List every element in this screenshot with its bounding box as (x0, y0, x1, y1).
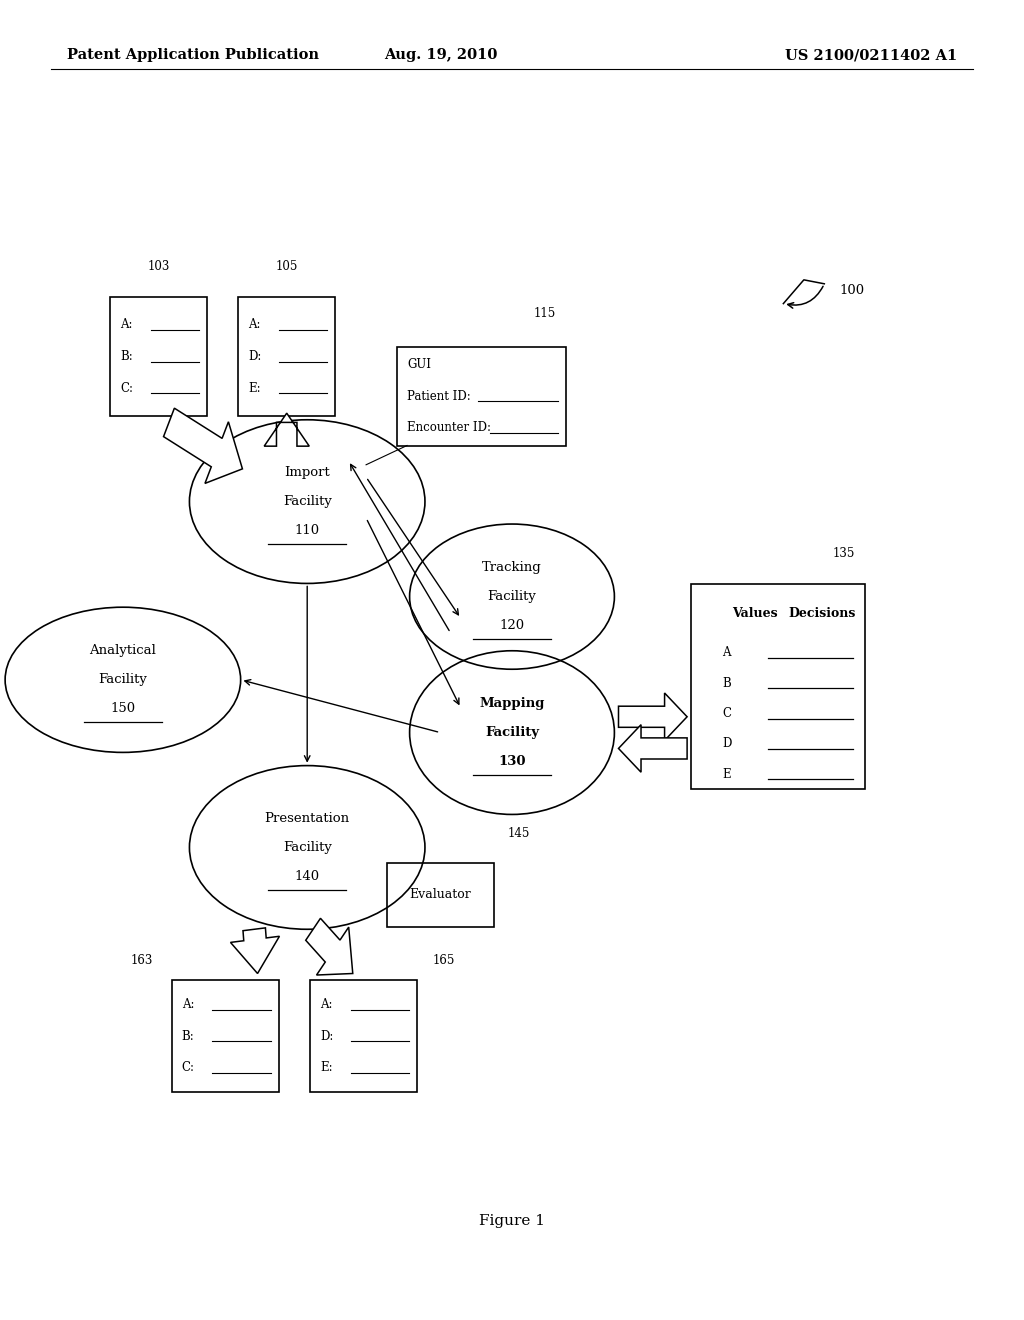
Text: 140: 140 (295, 870, 319, 883)
Text: A:: A: (249, 318, 261, 331)
Text: Figure 1: Figure 1 (479, 1214, 545, 1228)
Text: Patent Application Publication: Patent Application Publication (67, 49, 318, 62)
Text: D:: D: (319, 1030, 334, 1043)
Text: B: B (722, 677, 731, 689)
Text: 135: 135 (833, 548, 855, 560)
Text: A: A (722, 647, 730, 659)
Text: Import: Import (285, 466, 330, 479)
Text: 130: 130 (499, 755, 525, 768)
Text: US 2100/0211402 A1: US 2100/0211402 A1 (785, 49, 957, 62)
Text: Mapping: Mapping (479, 697, 545, 710)
Text: 110: 110 (295, 524, 319, 537)
Text: B:: B: (182, 1030, 195, 1043)
Text: E:: E: (319, 1061, 333, 1074)
Text: 150: 150 (111, 702, 135, 715)
Text: 145: 145 (508, 826, 530, 840)
Polygon shape (306, 919, 352, 975)
Polygon shape (164, 408, 243, 483)
Text: Values: Values (732, 607, 778, 619)
Text: C:: C: (182, 1061, 195, 1074)
Text: Facility: Facility (485, 726, 539, 739)
Text: Patient ID:: Patient ID: (407, 389, 471, 403)
Text: 115: 115 (534, 308, 555, 321)
Text: A:: A: (182, 998, 195, 1011)
Text: C: C (722, 708, 731, 719)
Text: Facility: Facility (283, 841, 332, 854)
Polygon shape (618, 725, 687, 772)
Text: Tracking: Tracking (482, 561, 542, 574)
Text: A:: A: (121, 318, 133, 331)
Polygon shape (264, 413, 309, 446)
Text: 163: 163 (131, 954, 154, 966)
Text: 120: 120 (500, 619, 524, 632)
Text: 100: 100 (840, 284, 865, 297)
Text: D: D (722, 738, 731, 750)
Text: Analytical: Analytical (89, 644, 157, 657)
Text: D:: D: (249, 350, 262, 363)
Text: GUI: GUI (407, 358, 431, 371)
Text: Facility: Facility (487, 590, 537, 603)
Text: Facility: Facility (98, 673, 147, 686)
Text: Facility: Facility (283, 495, 332, 508)
Text: 105: 105 (275, 260, 298, 273)
Text: 165: 165 (432, 954, 455, 966)
Text: Evaluator: Evaluator (410, 888, 471, 902)
Text: C:: C: (121, 381, 133, 395)
Text: Presentation: Presentation (264, 812, 350, 825)
Text: E:: E: (249, 381, 261, 395)
Text: Encounter ID:: Encounter ID: (407, 421, 492, 434)
Text: E: E (722, 768, 730, 780)
Text: A:: A: (319, 998, 333, 1011)
Text: Decisions: Decisions (788, 607, 856, 619)
Text: Aug. 19, 2010: Aug. 19, 2010 (384, 49, 497, 62)
Polygon shape (618, 693, 687, 741)
Polygon shape (230, 928, 280, 974)
Text: 103: 103 (147, 260, 170, 273)
Text: B:: B: (121, 350, 133, 363)
